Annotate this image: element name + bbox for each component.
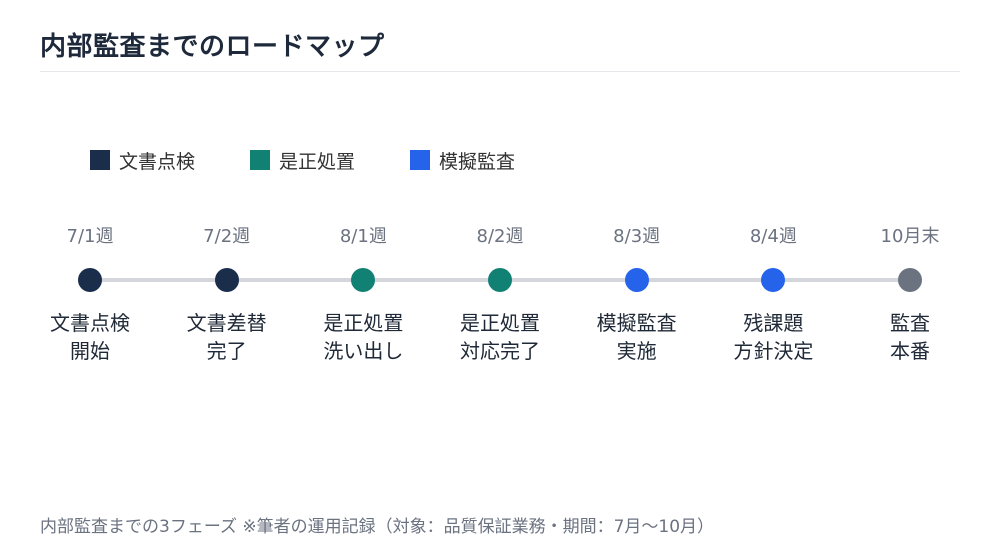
legend-item: 是正処置: [250, 147, 355, 173]
milestone-label-line: 是正処置: [323, 311, 404, 335]
milestone: 7/2週文書差替完了: [157, 0, 297, 560]
milestone-label-line: 残課題: [743, 311, 804, 335]
milestone: 7/1週文書点検開始: [20, 0, 160, 560]
milestone-date: 7/1週: [66, 226, 114, 247]
milestone-label: 監査 本番: [840, 309, 980, 365]
milestone-dot: [488, 268, 512, 292]
footnote: 内部監査までの3フェーズ ※筆者の運用記録（対象：品質保証業務・期間：7月〜10…: [40, 517, 715, 537]
milestone-label-line: 監査: [890, 311, 930, 335]
milestone-label-line: 対応完了: [460, 339, 540, 363]
milestone-label-line: 完了: [206, 339, 247, 363]
legend-swatch: [410, 150, 430, 170]
milestone-label-line: 実施: [616, 339, 657, 363]
milestone-label: 文書差替 完了: [157, 309, 297, 365]
milestone-label-line: 是正処置: [460, 311, 540, 335]
milestone-label-line: 本番: [890, 339, 930, 363]
milestone-dot: [78, 268, 102, 292]
milestone-label-line: 文書点検: [50, 311, 130, 335]
milestone-label: 文書点検 開始: [20, 309, 160, 365]
legend-item: 文書点検: [90, 147, 195, 173]
milestone-dot: [898, 268, 922, 292]
milestone: 8/4週残課題方針決定: [703, 0, 843, 560]
milestone-date: 8/4週: [749, 226, 797, 247]
legend-label: 是正処置: [279, 150, 356, 173]
milestone: 8/3週模擬監査実施: [567, 0, 707, 560]
milestone-label: 残課題 方針決定: [703, 309, 843, 365]
milestone-date: 8/1週: [339, 226, 387, 247]
page-title: 内部監査までのロードマップ: [40, 32, 385, 62]
milestone-label-line: 模擬監査: [596, 311, 677, 335]
legend-swatch: [250, 150, 270, 170]
milestone: 8/2週是正処置対応完了: [430, 0, 570, 560]
milestone-label: 是正処置 対応完了: [430, 309, 570, 365]
milestone-label: 是正処置 洗い出し: [293, 309, 433, 365]
milestone-date: 10月末: [880, 226, 940, 247]
title-divider: [40, 71, 960, 72]
legend-label: 文書点検: [119, 150, 196, 173]
milestone-dot: [624, 268, 649, 292]
milestone-label-line: 方針決定: [733, 339, 814, 363]
milestone-dot: [214, 268, 239, 292]
milestone-date: 8/2週: [476, 226, 524, 247]
milestone-dot: [351, 268, 376, 292]
milestone-label: 模擬監査 実施: [567, 309, 707, 365]
milestone-date: 7/2週: [203, 226, 251, 247]
milestone-date: 8/3週: [613, 226, 661, 247]
legend-label: 模擬監査: [439, 150, 516, 173]
milestone-label-line: 洗い出し: [323, 339, 404, 363]
legend-swatch: [90, 150, 110, 170]
milestone-label-line: 文書差替: [186, 311, 267, 335]
milestone-label-line: 開始: [70, 339, 110, 363]
milestone: 10月末監査本番: [840, 0, 980, 560]
milestone: 8/1週是正処置洗い出し: [293, 0, 433, 560]
milestone-dot: [761, 268, 786, 292]
legend-item: 模擬監査: [410, 147, 515, 173]
